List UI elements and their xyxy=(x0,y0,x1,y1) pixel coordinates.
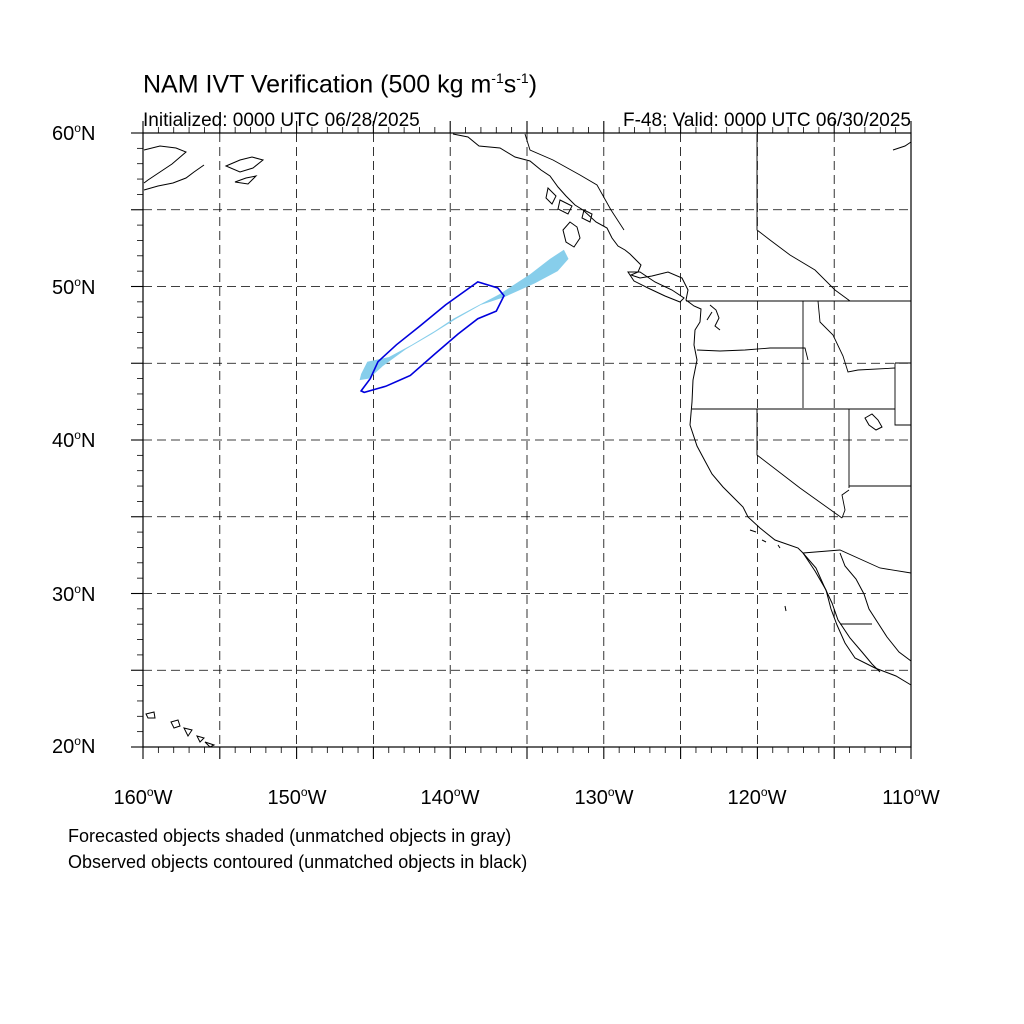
alaska-peninsula xyxy=(143,145,205,191)
political-borders xyxy=(524,133,912,625)
puget-sound xyxy=(706,304,721,331)
bc-alberta-border xyxy=(756,134,851,302)
footnote-forecast: Forecasted objects shaded (unmatched obj… xyxy=(68,826,512,846)
haida-gwaii xyxy=(562,221,581,248)
northeast-corner-coast xyxy=(892,141,912,151)
lon-label-110w: 110oW xyxy=(882,785,940,809)
coastline-layer xyxy=(143,133,912,748)
lon-label-160w: 160oW xyxy=(113,785,173,809)
vancouver-island xyxy=(627,271,685,303)
lat-label-20n: 20oN xyxy=(52,734,96,758)
baja-california-coast xyxy=(802,552,881,673)
valid-time: F-48: Valid: 0000 UTC 06/30/2025 xyxy=(623,110,911,131)
north-american-coastline xyxy=(452,133,912,686)
map-frame xyxy=(131,121,912,759)
great-salt-lake xyxy=(864,413,883,431)
forecast-object-layer xyxy=(359,249,569,381)
idaho-montana-border xyxy=(817,300,896,373)
forecast-ivt-object xyxy=(359,249,569,381)
lat-label-60n: 60oN xyxy=(52,121,96,145)
lat-label-50n: 50oN xyxy=(52,275,96,299)
channel-islands xyxy=(749,529,787,612)
washington-oregon-border xyxy=(696,347,809,361)
hawaii-islands xyxy=(145,711,216,748)
us-mexico-border xyxy=(802,549,912,574)
wyoming-border xyxy=(894,362,911,426)
bc-alaska-border xyxy=(524,133,625,231)
graticule-dashed-grid xyxy=(143,133,911,747)
lon-label-120w: 120oW xyxy=(727,785,787,809)
lon-label-140w: 140oW xyxy=(420,785,480,809)
initialized-time: Initialized: 0000 UTC 06/28/2025 xyxy=(143,110,420,131)
observed-ivt-contour xyxy=(359,281,505,394)
gulf-of-california-coast xyxy=(839,552,912,662)
lon-label-130w: 130oW xyxy=(574,785,634,809)
lat-label-30n: 30oN xyxy=(52,582,96,606)
plot-title: NAM IVT Verification (500 kg m-1s-1) xyxy=(143,70,538,99)
observed-object-layer xyxy=(359,281,505,394)
lat-label-40n: 40oN xyxy=(52,428,96,452)
arizona-nevada-border xyxy=(841,489,850,519)
footnote-observed: Observed objects contoured (unmatched ob… xyxy=(68,852,528,872)
kodiak-area xyxy=(224,156,265,185)
alaska-panhandle-islands xyxy=(545,186,593,223)
lon-label-150w: 150oW xyxy=(267,785,327,809)
california-nevada-border xyxy=(756,409,843,519)
